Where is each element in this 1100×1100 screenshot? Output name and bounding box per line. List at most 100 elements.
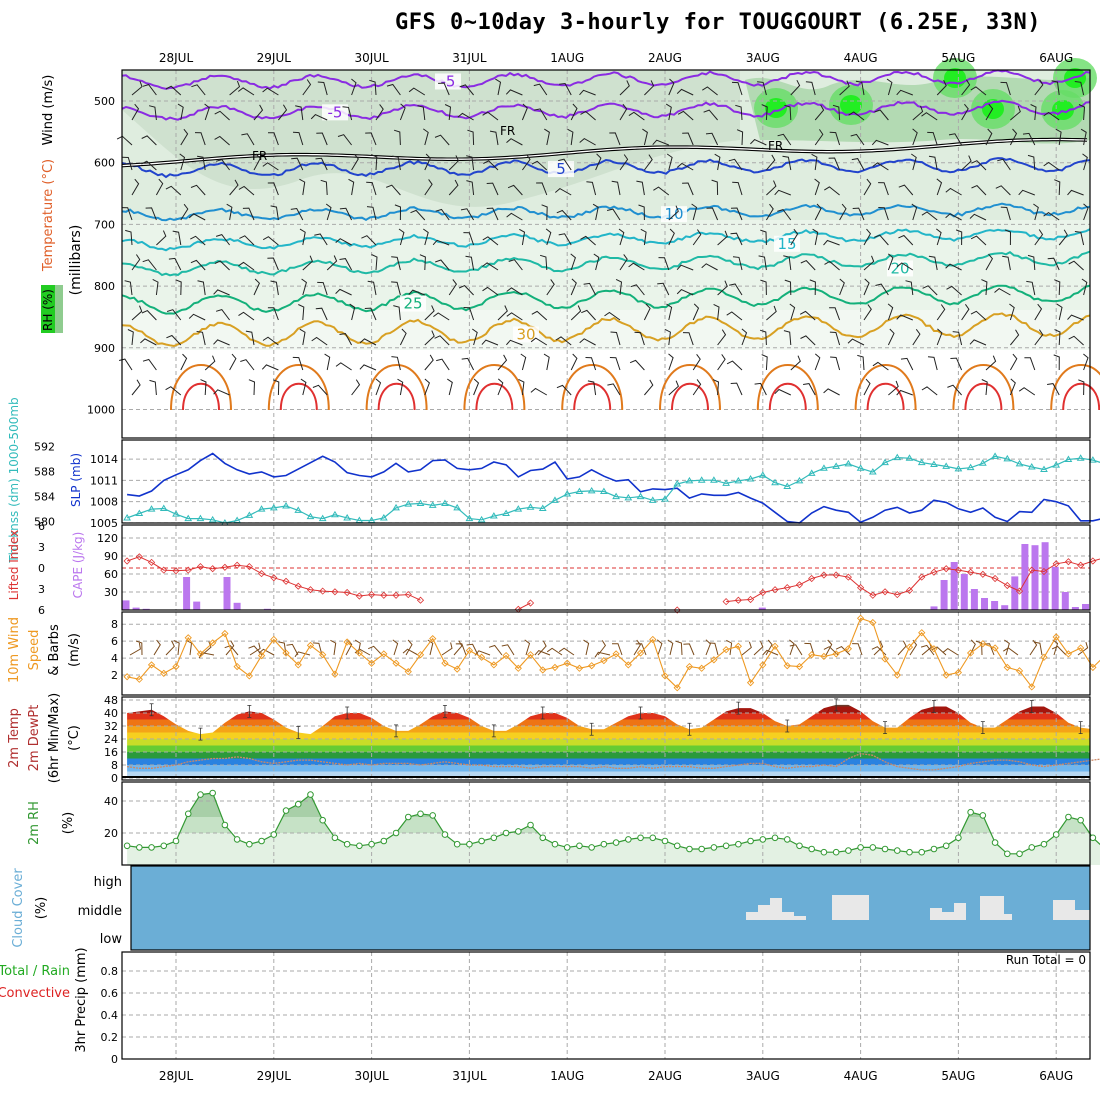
rh2m-point	[893, 847, 901, 854]
wind-barb	[349, 303, 356, 321]
lifted-index-point	[404, 591, 412, 599]
wind-barb	[196, 331, 206, 346]
wind-barb	[197, 155, 206, 171]
rh2m-point	[600, 840, 608, 848]
cape-bar	[991, 601, 999, 610]
isotherm-label: 30	[516, 325, 535, 343]
rh2m-point	[172, 837, 180, 845]
wind-barb	[593, 253, 600, 271]
rh2m-point	[588, 844, 595, 851]
wind-speed-point	[429, 634, 437, 643]
date-label-top: 31JUL	[452, 51, 487, 65]
wind-speed-point	[808, 651, 816, 659]
precip-panel: 0.8 0.6 0.4 0.2 0 Run Total = 0 Total / Rain Co…	[0, 947, 1091, 1066]
wind10m-barb	[726, 639, 733, 656]
wind-barb	[814, 129, 824, 146]
cloud-block	[758, 905, 770, 920]
wind-barb	[317, 81, 328, 96]
wind10m-barb	[1077, 641, 1089, 656]
wind-barb	[1055, 128, 1062, 146]
wind-speed-point	[172, 662, 180, 671]
rh2m-point	[637, 834, 644, 842]
wind-barb	[267, 182, 279, 196]
wind-speed-point	[930, 645, 938, 653]
wind-barb	[1068, 260, 1084, 271]
wind-barb	[555, 336, 572, 346]
thickness-point	[392, 503, 400, 511]
wind-barb	[921, 112, 938, 121]
li-tick-label: 3	[38, 583, 45, 596]
thickness-point	[159, 504, 168, 512]
rh2m-point	[282, 807, 290, 814]
wind-barb	[800, 260, 816, 271]
wind10m-barb	[330, 639, 337, 656]
wind-barb	[320, 179, 328, 196]
wind-speed-point	[771, 642, 779, 650]
wind-speed-point	[123, 673, 131, 681]
wind-speed-point	[147, 661, 156, 669]
rh2m-point	[832, 848, 840, 856]
isotherm-label-bg	[513, 326, 539, 343]
wind10m-barb	[635, 643, 647, 656]
cape-tick-label: 90	[104, 550, 118, 563]
cloud-block	[1075, 910, 1090, 920]
isotherm-line	[121, 312, 1091, 348]
wind-tick-label: 6	[111, 635, 118, 648]
wind-barb	[312, 384, 328, 396]
rh2m-point	[490, 834, 498, 842]
wind-barb	[302, 79, 312, 96]
wind-barb	[761, 354, 768, 371]
warm-isotherm-cell	[463, 364, 526, 411]
wind-barb	[585, 357, 597, 371]
wind-barb	[887, 328, 895, 346]
thickness-point	[1052, 461, 1061, 468]
thickness-tick-label: 588	[34, 465, 55, 478]
wind-speed-point	[856, 614, 865, 622]
slp-tick-label: 1011	[90, 474, 118, 487]
pressure-panel: 1014 1011 1008 1005 592 588 584 580 Thicknss (dm…	[7, 397, 1100, 564]
lifted-index-point	[331, 588, 339, 596]
wind-barb	[789, 303, 796, 321]
wind-barb	[375, 104, 384, 121]
wind-barb	[392, 155, 401, 171]
wind-speed-point	[966, 649, 975, 657]
wind-barb	[506, 287, 523, 296]
rh2m-point	[906, 848, 913, 856]
cape-bar	[233, 602, 241, 610]
wind-barb	[579, 137, 596, 146]
hot-isotherm-cell	[1062, 382, 1100, 411]
lifted-index-point	[1015, 587, 1024, 595]
wind-barb	[506, 138, 523, 146]
warm-isotherm-cell	[365, 364, 428, 411]
wind10m-barb	[1051, 645, 1067, 656]
wind10m-barb	[201, 641, 212, 656]
wind-barb	[790, 355, 801, 371]
wind-barb	[830, 356, 841, 371]
wind-barb	[339, 258, 353, 271]
temp-minmax-marker	[638, 706, 643, 720]
thickness-point	[416, 499, 425, 506]
dewpoint-line	[127, 752, 1100, 771]
wind10m-barb	[975, 640, 983, 656]
wind-barb	[495, 78, 502, 96]
wind-barb	[118, 358, 133, 371]
thickness-point	[1027, 463, 1036, 470]
rh-shade-patch	[122, 70, 740, 207]
date-label-top: 29JUL	[257, 51, 292, 65]
rh2m-point	[478, 837, 485, 845]
wind-barb	[1054, 279, 1061, 296]
wind-speed-point	[294, 661, 302, 669]
wind-barb	[850, 133, 865, 146]
wind-barb	[188, 213, 206, 221]
wind-barb	[366, 181, 377, 196]
wind-barb	[581, 309, 596, 321]
wind-barb	[497, 378, 504, 396]
wind-speed-point	[1077, 644, 1085, 652]
wind10m-barb	[708, 642, 719, 656]
wind-barb	[587, 380, 597, 396]
wind10m-barb	[762, 649, 779, 656]
wind-barb	[863, 378, 871, 396]
wind-barb	[481, 339, 499, 346]
wind-barb	[855, 80, 865, 96]
lifted-index-point	[416, 596, 425, 604]
